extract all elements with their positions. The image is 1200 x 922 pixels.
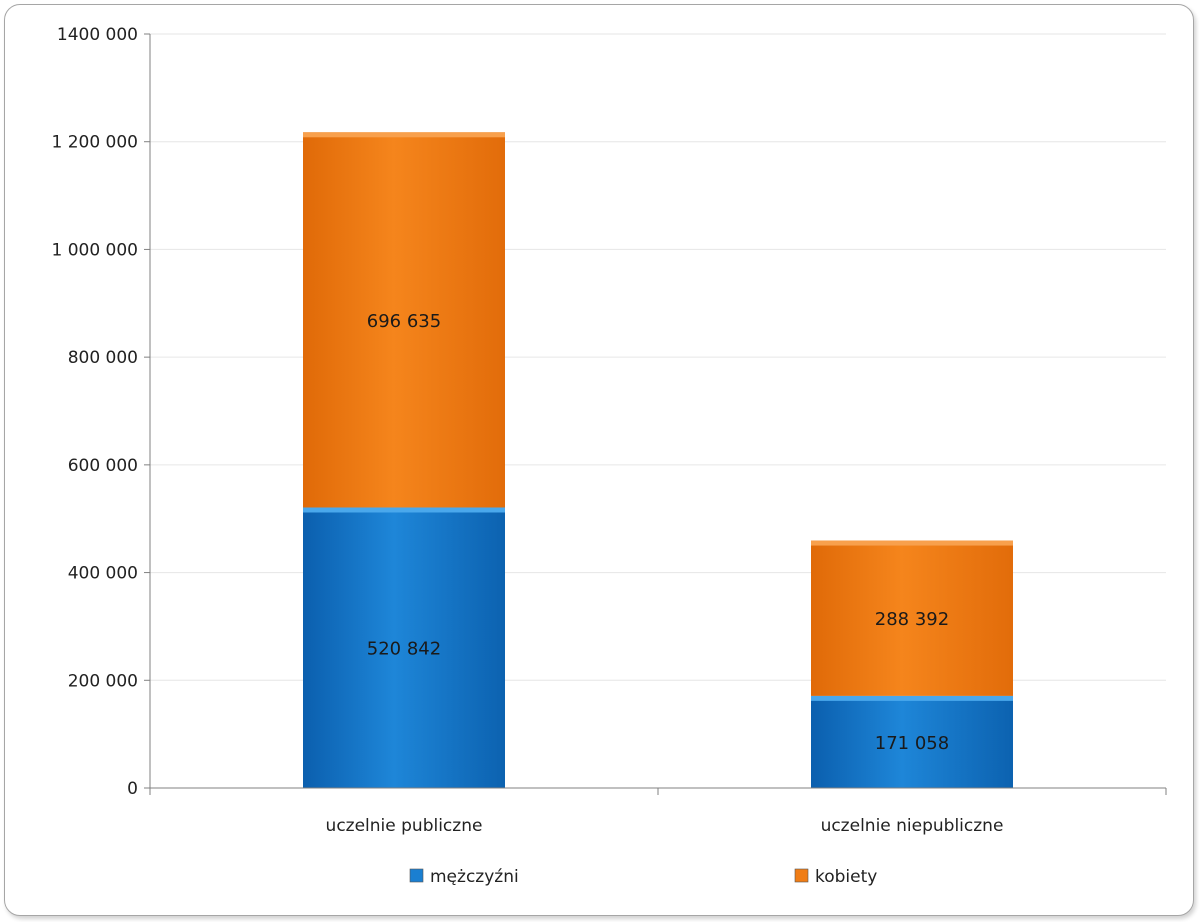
bar-segment-top-bevel: [303, 507, 505, 513]
bar-segment: [811, 695, 1013, 788]
bar-segment-top-bevel: [811, 695, 1013, 701]
y-tick-label: 200 000: [68, 671, 138, 691]
legend: mężczyźni kobiety: [409, 867, 877, 887]
legend-label: kobiety: [815, 867, 877, 887]
y-tick-label: 1 000 000: [51, 240, 138, 260]
bar-segment-top-bevel: [303, 132, 505, 138]
bar-segment: [811, 540, 1013, 696]
y-tick-label: 400 000: [68, 564, 138, 584]
x-category-label: uczelnie publiczne: [326, 816, 483, 836]
y-tick-label: 1 200 000: [51, 133, 138, 153]
bar-segment-top-bevel: [811, 540, 1013, 546]
legend-swatch: [794, 868, 809, 883]
y-tick-label: 800 000: [68, 348, 138, 368]
legend-label: mężczyźni: [430, 867, 519, 887]
data-label: 171 058: [875, 733, 949, 754]
y-tick-label: 600 000: [68, 456, 138, 476]
data-label: 520 842: [367, 639, 441, 660]
bars: 520 842 696 635 171 058 288 392: [303, 132, 1013, 788]
data-label: 288 392: [875, 609, 949, 630]
data-label: 696 635: [367, 311, 441, 332]
bar-segment: [303, 132, 505, 508]
bar-segment: [303, 507, 505, 788]
axes: 0 200 000 400 000 600 000 800 000 1 000 000 1 …: [51, 25, 1167, 836]
y-tick-label: 0: [127, 779, 138, 799]
legend-swatch: [409, 868, 424, 883]
y-tick-label: 1400 000: [57, 25, 138, 45]
x-category-label: uczelnie niepubliczne: [821, 816, 1004, 836]
gridlines: [150, 33, 1166, 681]
